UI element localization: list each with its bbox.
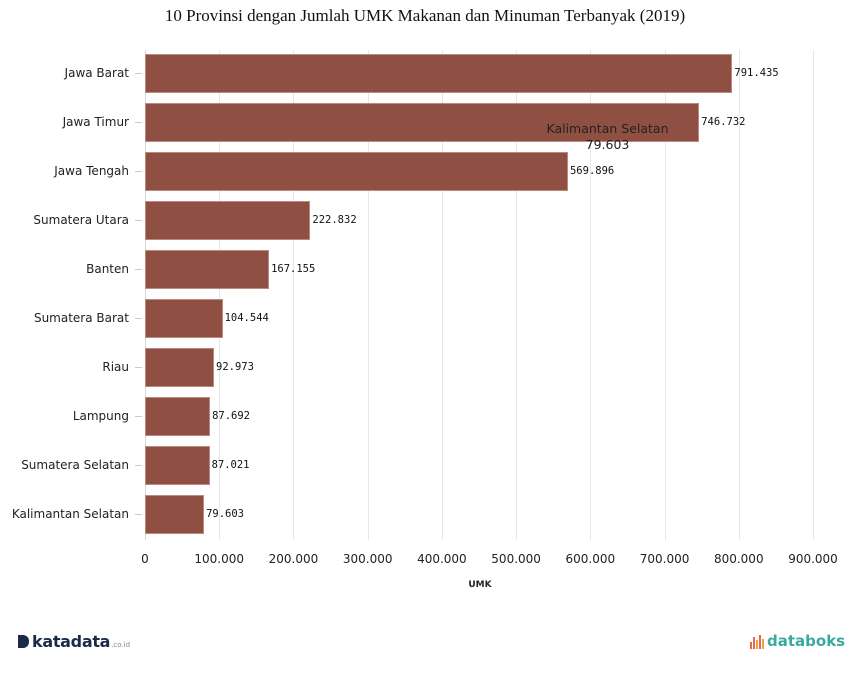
gridline bbox=[590, 50, 592, 540]
bar-value-label: 222.832 bbox=[312, 214, 357, 226]
x-tick-label: 400.000 bbox=[417, 552, 467, 566]
katadata-mark-icon bbox=[18, 635, 29, 648]
y-tick bbox=[135, 514, 142, 515]
category-label: Lampung bbox=[72, 409, 129, 423]
bar[interactable] bbox=[145, 348, 214, 387]
y-tick bbox=[135, 269, 142, 270]
bar-value-label: 104.544 bbox=[224, 312, 269, 324]
gridline bbox=[219, 50, 221, 540]
x-axis-label: UMK bbox=[468, 580, 492, 590]
x-tick-label: 500.000 bbox=[491, 552, 541, 566]
databoks-logo[interactable]: databoks bbox=[750, 632, 845, 650]
gridline bbox=[441, 50, 443, 540]
y-tick bbox=[135, 318, 142, 319]
gridline bbox=[293, 50, 295, 540]
databoks-bars-icon bbox=[750, 634, 764, 649]
bar[interactable] bbox=[145, 495, 205, 534]
bar-value-label: 87.021 bbox=[211, 459, 250, 471]
y-tick bbox=[135, 465, 142, 466]
gridline bbox=[738, 50, 740, 540]
bar[interactable] bbox=[145, 446, 210, 485]
katadata-brand: katadata bbox=[32, 632, 111, 651]
y-tick bbox=[135, 122, 142, 123]
x-tick-label: 300.000 bbox=[342, 552, 393, 566]
x-tick-label: 900.000 bbox=[788, 552, 838, 566]
bar[interactable] bbox=[145, 103, 700, 142]
katadata-logo[interactable]: katadata .co.id bbox=[18, 632, 130, 651]
tooltip-value: 79.603 bbox=[585, 137, 630, 152]
bar-value-label: 746.732 bbox=[701, 116, 746, 128]
bar-value-label: 87.692 bbox=[212, 410, 251, 422]
bar-value-label: 167.155 bbox=[271, 263, 316, 275]
bar[interactable] bbox=[145, 201, 311, 240]
bar-value-label: 79.603 bbox=[206, 508, 245, 520]
tooltip-label: Kalimantan Selatan bbox=[546, 121, 669, 136]
x-tick-label: 700.000 bbox=[639, 552, 690, 566]
gridline bbox=[664, 50, 666, 540]
category-label: Jawa Timur bbox=[62, 115, 129, 129]
x-tick-label: 800.000 bbox=[713, 552, 764, 566]
bar-value-label: 791.435 bbox=[734, 67, 779, 79]
category-label: Jawa Barat bbox=[64, 66, 129, 80]
y-tick bbox=[135, 171, 142, 172]
gridline bbox=[813, 50, 814, 540]
bar[interactable] bbox=[145, 54, 733, 93]
y-axis-line bbox=[145, 50, 146, 540]
bar-value-label: 92.973 bbox=[216, 361, 254, 373]
category-label: Riau bbox=[102, 360, 129, 374]
x-tick-label: 600.000 bbox=[565, 552, 616, 566]
bar[interactable] bbox=[145, 250, 270, 289]
x-tick-label: 200.000 bbox=[268, 552, 319, 566]
category-label: Sumatera Selatan bbox=[21, 458, 129, 472]
y-tick bbox=[135, 416, 142, 417]
bar[interactable] bbox=[145, 152, 568, 191]
gridline bbox=[516, 50, 518, 540]
x-tick-label: 100.000 bbox=[194, 552, 245, 566]
plot-area: 791.435 Jawa Barat 746.732 Jawa Timur 569.89… bbox=[12, 50, 825, 540]
hover-tooltip: Kalimantan Selatan 79.603 bbox=[520, 121, 695, 153]
katadata-tld: .co.id bbox=[111, 641, 131, 649]
category-label: Kalimantan Selatan bbox=[11, 507, 129, 521]
y-tick bbox=[135, 220, 142, 221]
y-tick bbox=[135, 367, 142, 368]
bar[interactable] bbox=[145, 397, 211, 436]
gridline bbox=[367, 50, 369, 540]
databoks-brand: databoks bbox=[767, 632, 846, 650]
category-label: Jawa Tengah bbox=[54, 164, 129, 178]
category-label: Banten bbox=[86, 262, 129, 276]
x-tick-label: 0 bbox=[141, 552, 149, 566]
bar[interactable] bbox=[145, 299, 223, 338]
category-label: Sumatera Utara bbox=[33, 213, 129, 227]
y-tick bbox=[135, 73, 142, 74]
chart-title: 10 Provinsi dengan Jumlah UMK Makanan da… bbox=[164, 6, 686, 25]
bar-value-label: 569.896 bbox=[569, 165, 615, 177]
category-label: Sumatera Barat bbox=[33, 311, 129, 325]
